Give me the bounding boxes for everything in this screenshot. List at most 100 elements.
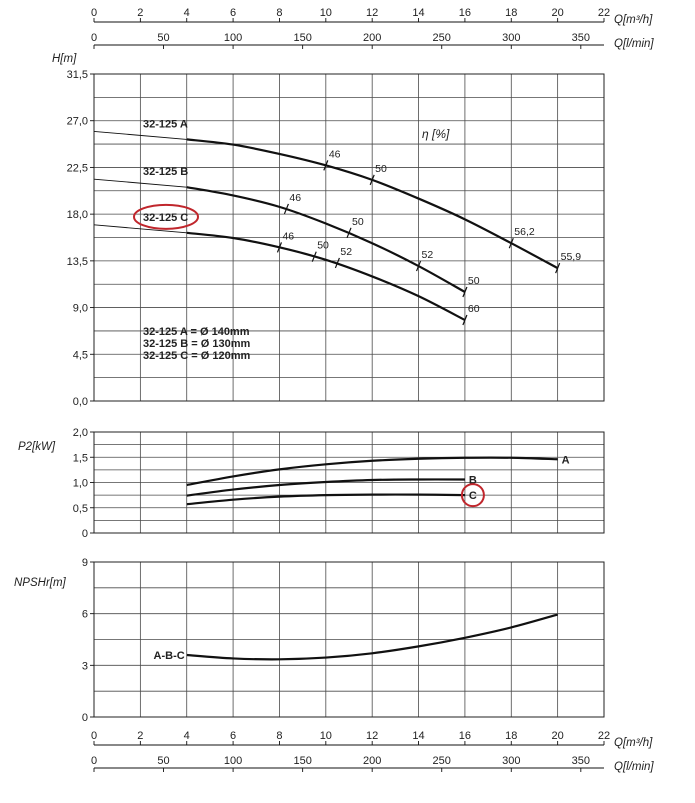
diameter-legend-line-2: 32-125 C = Ø 120mm bbox=[143, 350, 251, 362]
efficiency-marker-0 bbox=[323, 160, 329, 171]
power-y-axis-title: P2[kW] bbox=[18, 441, 56, 453]
power-curve-A bbox=[186, 456, 558, 487]
efficiency-label-8: 46 bbox=[282, 230, 294, 242]
bottom-qm3-tick-label-2: 4 bbox=[184, 730, 190, 742]
bottom-qm3-tick-label-1: 2 bbox=[137, 730, 143, 742]
power-ytick-label-1: 0,5 bbox=[73, 503, 88, 515]
bottom-qm3-tick-label-7: 14 bbox=[412, 730, 424, 742]
npsh-curve-0 bbox=[186, 613, 558, 661]
head-curve-label-1: 32-125 B bbox=[143, 166, 188, 178]
efficiency-label-1: 50 bbox=[375, 163, 387, 175]
power-ytick-label-0: 0 bbox=[82, 528, 88, 540]
efficiency-marker-4 bbox=[283, 203, 289, 215]
top-qm3-tick-label-11: 22 bbox=[598, 7, 610, 19]
head-curve-32-125-C bbox=[186, 231, 466, 322]
diameter-legend-line-1: 32-125 B = Ø 130mm bbox=[143, 338, 251, 350]
bottom-qlmin-tick-label-3: 150 bbox=[293, 755, 311, 767]
power-curve-C bbox=[186, 493, 465, 506]
power-ytick-label-4: 2,0 bbox=[73, 427, 88, 439]
npsh-ytick-label-0: 0 bbox=[82, 712, 88, 724]
efficiency-marker-1 bbox=[369, 174, 375, 186]
efficiency-label-10: 52 bbox=[340, 246, 352, 258]
efficiency-marker-9 bbox=[311, 251, 317, 262]
head-ytick-label-1: 4,5 bbox=[73, 349, 88, 361]
top-qm3-tick-label-4: 8 bbox=[276, 7, 282, 19]
top-qlmin-tick-label-5: 250 bbox=[433, 32, 451, 44]
top-qm3-tick-label-0: 0 bbox=[91, 7, 97, 19]
efficiency-label-3: 55,9 bbox=[561, 251, 582, 263]
top-qm3-tick-label-7: 14 bbox=[412, 7, 424, 19]
head-ytick-label-3: 13,5 bbox=[67, 256, 88, 268]
efficiency-marker-8 bbox=[276, 242, 283, 253]
power-curve-label-B: B bbox=[469, 474, 477, 486]
bottom-qlmin-tick-label-2: 100 bbox=[224, 755, 242, 767]
bottom-qm3-tick-label-0: 0 bbox=[91, 730, 97, 742]
top-qm3-tick-label-1: 2 bbox=[137, 7, 143, 19]
power-curve-label-A: A bbox=[562, 454, 570, 466]
efficiency-marker-7 bbox=[462, 286, 468, 298]
npsh-curve-label-0: A-B-C bbox=[154, 650, 185, 662]
head-ytick-label-4: 18,0 bbox=[67, 209, 88, 221]
npsh-ytick-label-1: 3 bbox=[82, 660, 88, 672]
efficiency-marker-6 bbox=[415, 260, 422, 272]
head-ytick-label-6: 27,0 bbox=[67, 116, 88, 128]
efficiency-label-9: 50 bbox=[317, 240, 329, 252]
efficiency-label-4: 46 bbox=[289, 192, 301, 204]
efficiency-label-6: 52 bbox=[422, 249, 434, 261]
top-qlmin-tick-label-4: 200 bbox=[363, 32, 381, 44]
efficiency-marker-5 bbox=[346, 227, 352, 239]
npsh-y-axis-title: NPSHr[m] bbox=[14, 577, 67, 589]
top-qlmin-tick-label-7: 350 bbox=[572, 32, 590, 44]
top-qm3-tick-label-8: 16 bbox=[459, 7, 471, 19]
power-highlight-circle bbox=[460, 483, 485, 508]
bottom-qlmin-axis-title: Q[l/min] bbox=[614, 761, 654, 773]
power-ytick-label-2: 1,0 bbox=[73, 478, 88, 490]
bottom-qlmin-tick-label-6: 300 bbox=[502, 755, 520, 767]
top-qlmin-tick-label-2: 100 bbox=[224, 32, 242, 44]
bottom-qm3-tick-label-11: 22 bbox=[598, 730, 610, 742]
bottom-qm3-tick-label-8: 16 bbox=[459, 730, 471, 742]
power-curve-B bbox=[186, 478, 465, 497]
power-curve-label-C: C bbox=[469, 490, 477, 502]
npsh-ytick-label-2: 6 bbox=[82, 609, 88, 621]
power-ytick-label-3: 1,5 bbox=[73, 452, 88, 464]
top-qm3-tick-label-2: 4 bbox=[184, 7, 190, 19]
bottom-qm3-tick-label-4: 8 bbox=[276, 730, 282, 742]
head-curve-label-0: 32-125 A bbox=[143, 118, 188, 130]
efficiency-marker-11 bbox=[462, 314, 468, 326]
npsh-ytick-label-3: 9 bbox=[82, 557, 88, 569]
top-qlmin-tick-label-1: 50 bbox=[157, 32, 169, 44]
bottom-qlmin-tick-label-7: 350 bbox=[572, 755, 590, 767]
head-curve-lead-2 bbox=[93, 224, 187, 234]
bottom-qm3-tick-label-6: 12 bbox=[366, 730, 378, 742]
bottom-qm3-tick-label-3: 6 bbox=[230, 730, 236, 742]
efficiency-label-5: 50 bbox=[352, 216, 364, 228]
diameter-legend-line-0: 32-125 A = Ø 140mm bbox=[143, 326, 250, 338]
efficiency-label-2: 56,2 bbox=[514, 226, 535, 238]
top-qm3-tick-label-10: 20 bbox=[552, 7, 564, 19]
head-curve-lead-1 bbox=[93, 178, 187, 188]
top-qlmin-axis-title: Q[l/min] bbox=[614, 38, 654, 50]
head-frame bbox=[93, 73, 605, 402]
npsh-frame bbox=[93, 561, 605, 718]
top-qlmin-tick-label-3: 150 bbox=[293, 32, 311, 44]
top-qm3-tick-label-9: 18 bbox=[505, 7, 517, 19]
bottom-qm3-tick-label-5: 10 bbox=[320, 730, 332, 742]
efficiency-title: η [%] bbox=[422, 127, 450, 141]
efficiency-marker-3 bbox=[555, 262, 561, 274]
top-qlmin-tick-label-6: 300 bbox=[502, 32, 520, 44]
head-curve-label-2: 32-125 C bbox=[143, 212, 188, 224]
head-ytick-label-0: 0,0 bbox=[73, 396, 88, 408]
bottom-qlmin-tick-label-5: 250 bbox=[433, 755, 451, 767]
bottom-qlmin-tick-label-1: 50 bbox=[157, 755, 169, 767]
efficiency-label-0: 46 bbox=[329, 148, 341, 160]
bottom-qm3-tick-label-10: 20 bbox=[552, 730, 564, 742]
top-qm3-tick-label-3: 6 bbox=[230, 7, 236, 19]
efficiency-marker-2 bbox=[508, 237, 514, 249]
efficiency-label-11: 60 bbox=[468, 303, 480, 315]
top-qm3-tick-label-6: 12 bbox=[366, 7, 378, 19]
bottom-qm3-tick-label-9: 18 bbox=[505, 730, 517, 742]
top-qm3-tick-label-5: 10 bbox=[320, 7, 332, 19]
